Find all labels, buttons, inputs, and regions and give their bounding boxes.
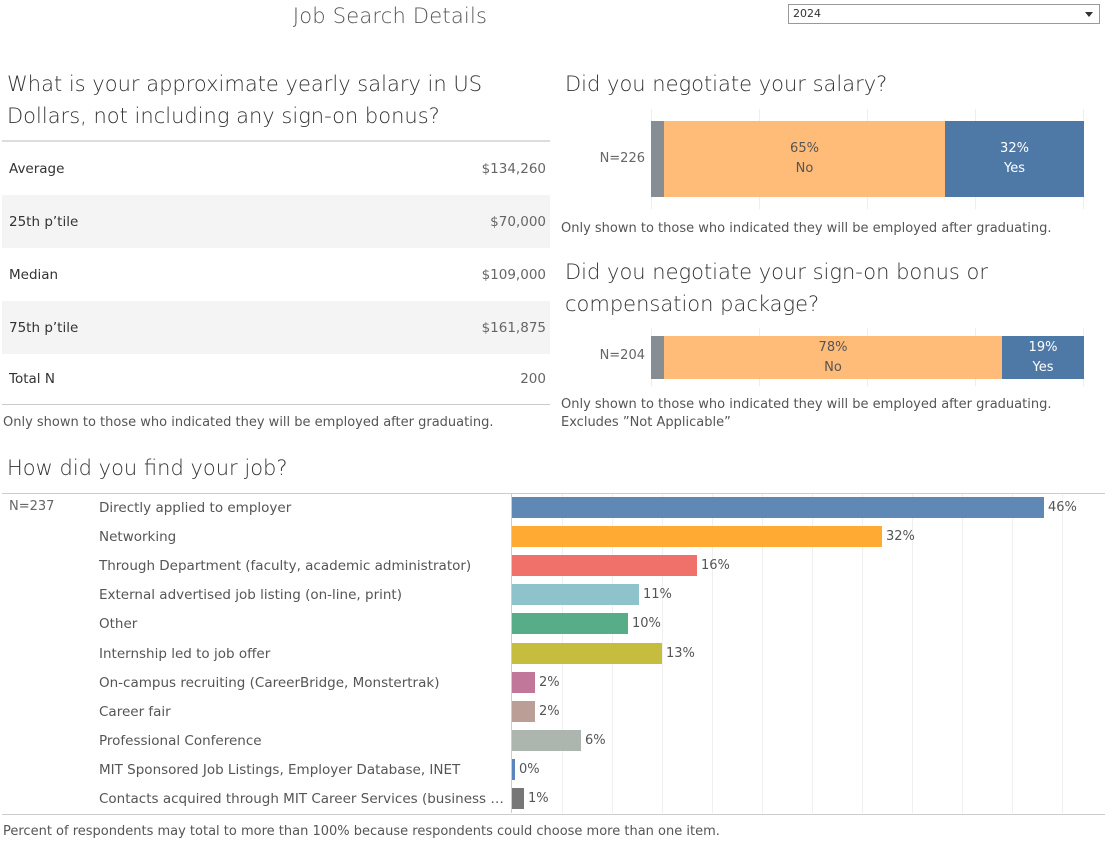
negotiate-bonus-note: Only shown to those who indicated they w…	[561, 396, 1051, 432]
page-title: Job Search Details	[292, 4, 488, 28]
negotiate-bonus-bar: 78% No 19% Yes	[651, 336, 1084, 379]
row-value: $134,260	[481, 160, 546, 177]
salary-title-line2: Dollars, not including any sign-on bonus…	[7, 104, 440, 128]
negotiate-salary-segment-no-response[interactable]	[651, 121, 664, 197]
bar-value-label: 13%	[666, 645, 695, 661]
segment-pct-label: 78%	[818, 339, 848, 355]
salary-row-25th: 25th p’tile $70,000	[2, 195, 550, 248]
job-find-note: Percent of respondents may total to more…	[3, 824, 720, 839]
bar-value-label: 2%	[539, 674, 560, 690]
negotiate-bonus-segment-yes[interactable]: 19% Yes	[1002, 336, 1084, 379]
bar-value-label: 2%	[539, 703, 560, 719]
category-label: Internship led to job offer	[99, 645, 271, 662]
bonus-note-line1: Only shown to those who indicated they w…	[561, 397, 1052, 412]
bar-value-label: 10%	[632, 616, 661, 632]
segment-category-label: Yes	[1004, 161, 1025, 176]
category-label: Directly applied to employer	[99, 500, 292, 516]
job-find-title: How did you find your job?	[7, 456, 288, 480]
row-value: $70,000	[490, 213, 546, 230]
job-find-axis	[511, 493, 512, 813]
gridline	[862, 494, 863, 813]
gridline	[812, 494, 813, 813]
gridline	[762, 494, 763, 813]
bar[interactable]	[512, 584, 639, 606]
bar[interactable]	[512, 642, 662, 664]
gridline	[662, 494, 663, 813]
year-select-value: 2024	[793, 7, 821, 20]
row-label: Average	[9, 160, 65, 177]
bar[interactable]	[512, 526, 882, 548]
gridline	[962, 494, 963, 813]
job-find-n: N=237	[9, 499, 55, 514]
row-label: 25th p’tile	[9, 213, 79, 230]
category-label: Through Department (faculty, academic ad…	[99, 558, 472, 575]
category-label: Other	[99, 616, 138, 633]
category-label: On-campus recruiting (CareerBridge, Mons…	[99, 674, 440, 691]
negotiate-salary-segment-yes[interactable]: 32% Yes	[945, 121, 1084, 197]
bar[interactable]	[512, 729, 581, 751]
row-value: $161,875	[481, 319, 546, 336]
bar[interactable]	[512, 700, 535, 722]
salary-row-total-n: Total N 200	[2, 354, 550, 404]
bar-value-label: 1%	[528, 791, 549, 806]
bar-value-label: 16%	[701, 558, 730, 574]
segment-pct-label: 19%	[1028, 339, 1058, 355]
negotiate-bonus-segment-no[interactable]: 78% No	[664, 336, 1002, 379]
segment-category-label: Yes	[1032, 359, 1054, 375]
segment-pct-label: 32%	[1000, 141, 1029, 156]
bar[interactable]	[512, 671, 535, 693]
negotiate-bonus-title: Did you negotiate your sign-on bonus or …	[565, 256, 988, 320]
negotiate-salary-segment-no[interactable]: 65% No	[664, 121, 945, 197]
category-label: External advertised job listing (on-line…	[99, 587, 402, 604]
job-find-chart-frame	[2, 493, 1105, 815]
negotiate-salary-n: N=226	[599, 151, 645, 166]
gridline	[1012, 494, 1013, 813]
bar-value-label: 46%	[1048, 500, 1077, 515]
year-select-dropdown[interactable]: 2024	[788, 4, 1100, 24]
row-label: Total N	[9, 371, 55, 387]
bonus-title-line1: Did you negotiate your sign-on bonus or	[565, 260, 988, 284]
category-label: Networking	[99, 529, 177, 546]
salary-table: Average $134,260 25th p’tile $70,000 Med…	[2, 140, 550, 404]
gridline	[912, 494, 913, 813]
category-label: Contacts acquired through MIT Career Ser…	[99, 791, 509, 807]
divider	[2, 404, 550, 405]
gridline	[1062, 494, 1063, 813]
segment-pct-label: 65%	[790, 141, 819, 156]
negotiate-bonus-n: N=204	[599, 348, 645, 363]
category-label: Professional Conference	[99, 732, 262, 749]
category-label: Career fair	[99, 703, 171, 720]
row-value: 200	[520, 371, 546, 387]
row-value: $109,000	[481, 266, 546, 283]
salary-note: Only shown to those who indicated they w…	[3, 415, 494, 430]
gridline	[712, 494, 713, 813]
bar[interactable]	[512, 555, 697, 577]
negotiate-salary-bar: 65% No 32% Yes	[651, 121, 1084, 197]
bar[interactable]	[512, 613, 628, 635]
bonus-title-line2: compensation package?	[565, 292, 820, 316]
bar-value-label: 32%	[886, 529, 915, 545]
row-label: Median	[9, 266, 59, 283]
bar[interactable]	[512, 497, 1044, 518]
bar-value-label: 0%	[519, 761, 540, 777]
negotiate-salary-note: Only shown to those who indicated they w…	[561, 221, 1052, 236]
segment-category-label: No	[795, 161, 814, 176]
caret-down-icon[interactable]	[1085, 12, 1093, 17]
category-label: MIT Sponsored Job Listings, Employer Dat…	[99, 761, 461, 778]
negotiate-bonus-segment-no-response[interactable]	[651, 336, 664, 379]
salary-row-median: Median $109,000	[2, 248, 550, 301]
salary-question-title: What is your approximate yearly salary i…	[7, 68, 547, 132]
bar[interactable]	[512, 758, 515, 780]
salary-row-average: Average $134,260	[2, 142, 550, 195]
bar-value-label: 6%	[585, 732, 606, 748]
bar[interactable]	[512, 788, 524, 809]
bar-value-label: 11%	[643, 587, 672, 603]
negotiate-salary-title: Did you negotiate your salary?	[565, 72, 888, 96]
row-label: 75th p’tile	[9, 319, 79, 336]
salary-row-75th: 75th p’tile $161,875	[2, 301, 550, 354]
bonus-note-line2: Excludes ”Not Applicable”	[561, 415, 731, 430]
salary-title-line1: What is your approximate yearly salary i…	[7, 72, 483, 96]
segment-category-label: No	[824, 359, 842, 375]
